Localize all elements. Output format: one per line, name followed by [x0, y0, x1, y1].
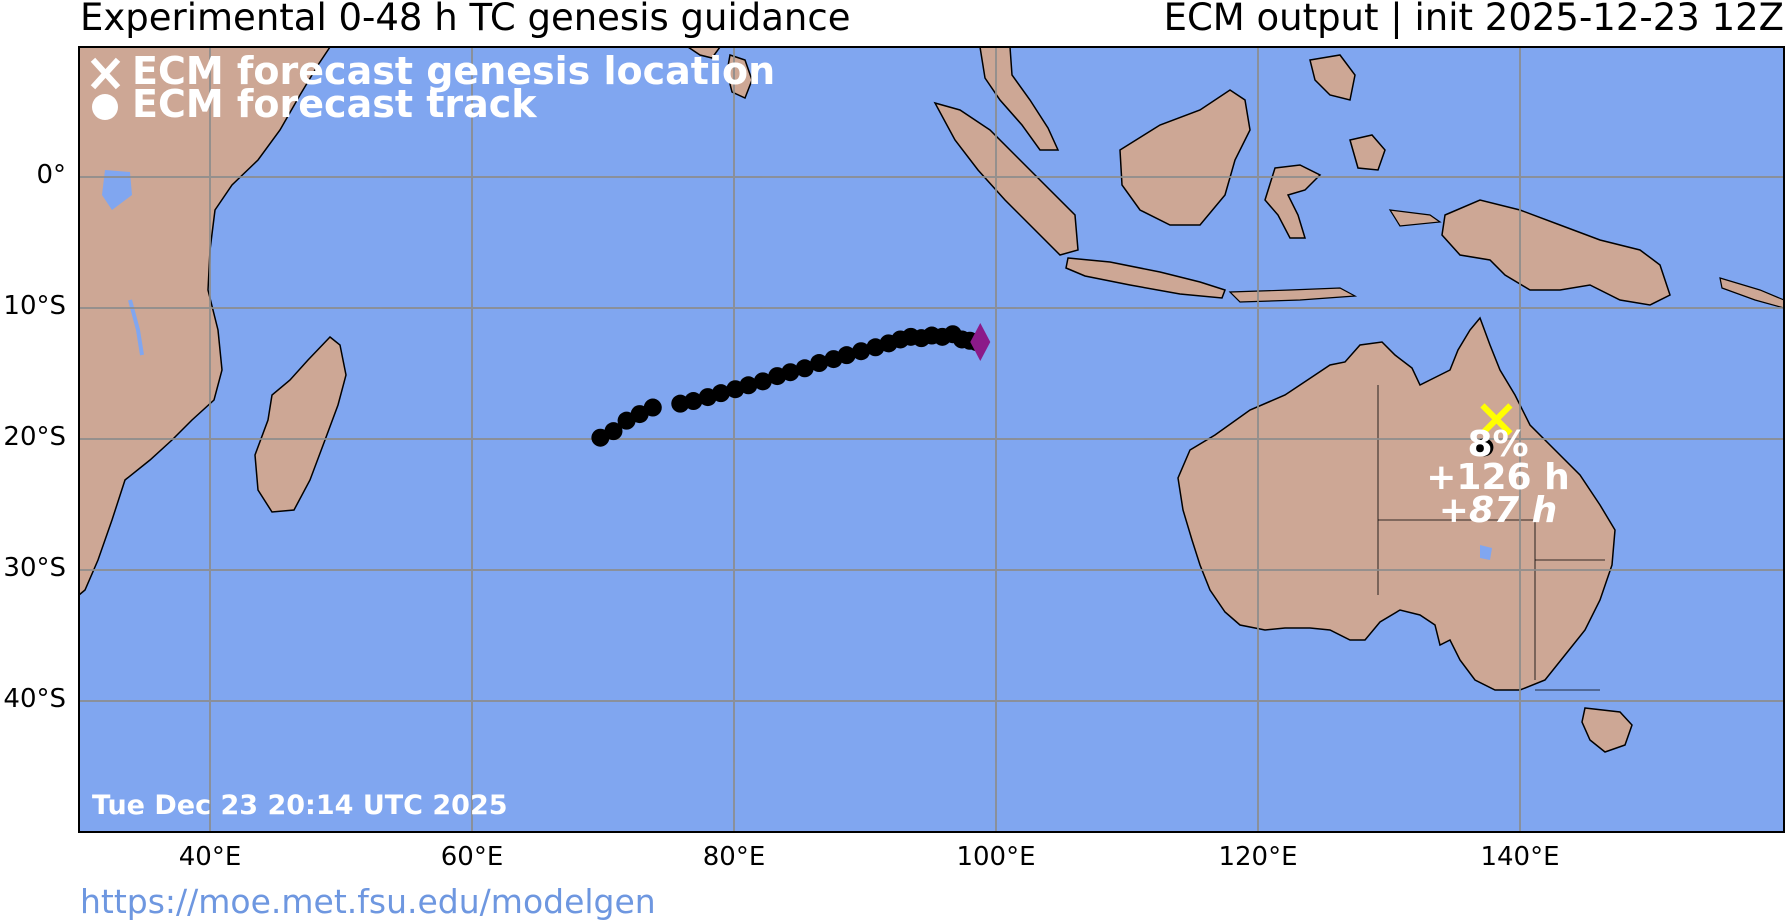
lon-label-60e: 60°E [440, 842, 504, 872]
africa-landmass [79, 47, 331, 596]
source-link[interactable]: https://moe.met.fsu.edu/modelgen [80, 882, 656, 921]
genesis-track-point [1475, 438, 1494, 457]
gridlines [79, 47, 1784, 832]
solomon-islands [1719, 277, 1784, 309]
lake-victoria [102, 170, 132, 210]
map-frame [78, 46, 1785, 833]
track-point [684, 392, 703, 411]
track-point [711, 384, 730, 403]
track-end-diamond [970, 323, 991, 362]
lon-label-120e: 120°E [1218, 842, 1298, 872]
sulawesi [1264, 164, 1322, 239]
forecast-track [591, 325, 986, 447]
philippines [1309, 54, 1356, 101]
genesis-annotation: 8% +126 h +87 h [1426, 424, 1569, 531]
genesis-lead-time-alt: +87 h [1439, 490, 1557, 531]
lon-label-100e: 100°E [956, 842, 1036, 872]
borneo [1119, 89, 1251, 226]
moluccas [1388, 209, 1442, 227]
lat-label-30s: 30°S [3, 553, 66, 583]
lat-label-10s: 10°S [3, 291, 66, 321]
timestamp: Tue Dec 23 20:14 UTC 2025 [92, 790, 508, 821]
lon-label-140e: 140°E [1480, 842, 1560, 872]
lat-label-0: 0° [36, 160, 66, 190]
track-point [852, 342, 871, 361]
track-point [739, 376, 758, 395]
page-title: Experimental 0-48 h TC genesis guidance [80, 0, 851, 39]
new-guinea [1441, 199, 1671, 306]
lake-eyre [1480, 545, 1492, 560]
madagascar [254, 335, 347, 513]
mindanao [1349, 134, 1386, 171]
tasmania [1581, 707, 1633, 753]
sumatra [933, 101, 1079, 256]
track-point [604, 422, 623, 441]
india-tip [686, 47, 721, 59]
track-point [781, 363, 800, 382]
legend-track-label: ECM forecast track [132, 82, 537, 126]
legend-genesis-label: ECM forecast genesis location [132, 49, 775, 93]
lesser-sunda [1228, 287, 1358, 303]
lon-label-40e: 40°E [178, 842, 242, 872]
genesis-probability: 8% [1467, 424, 1528, 465]
x-marker-icon [90, 57, 121, 90]
track-point [753, 372, 772, 391]
model-init-title: ECM output | init 2025-12-23 12Z [1163, 0, 1784, 39]
genesis-x-icon [1480, 403, 1513, 436]
lat-label-20s: 20°S [3, 422, 66, 452]
markers-layer [970, 323, 1513, 457]
java [1065, 257, 1226, 299]
track-point [810, 354, 829, 373]
genesis-lead-time: +126 h [1426, 457, 1569, 498]
track-point [837, 346, 856, 365]
lake-nyasa [128, 299, 144, 356]
lat-label-40s: 40°S [3, 684, 66, 714]
lon-label-80e: 80°E [702, 842, 766, 872]
circle-marker-icon [92, 94, 118, 120]
track-point [643, 398, 662, 417]
australia-state-borders [1377, 385, 1605, 691]
track-point [795, 359, 814, 378]
legend: ECM forecast genesis location ECM foreca… [90, 49, 775, 126]
